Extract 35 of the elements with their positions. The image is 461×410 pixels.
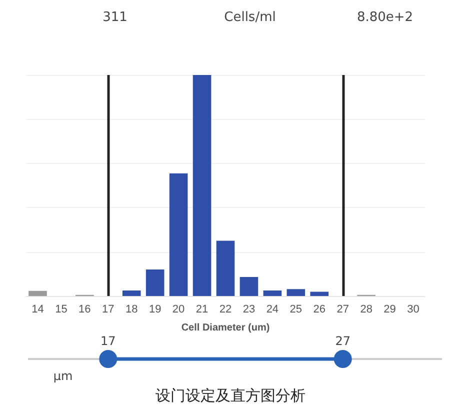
x-tick-label: 25 [290,304,302,316]
x-tick-label: 30 [407,304,420,316]
bar [146,269,164,296]
x-axis-title: Cell Diameter (um) [181,322,270,334]
bar [286,289,306,296]
x-tick-label: 28 [360,304,372,316]
text: 8.80e+2 [356,10,414,25]
x-tick-label: 23 [242,304,256,316]
bar [28,290,47,296]
text: Cells/ml [224,10,276,25]
x-tick-label: 15 [55,304,68,316]
x-tick-label: 19 [148,304,162,316]
x-tick-label: 21 [196,304,208,316]
bar [216,240,235,296]
x-tick-label: 20 [172,304,185,316]
bar [240,276,258,296]
x-tick-label: 27 [336,304,349,316]
text: 设门设定及直方图分析 [156,386,306,404]
text: 17 [100,334,116,348]
x-tick-label: 26 [313,304,326,316]
x-tick-label: 14 [32,304,44,316]
x-tick-label: 16 [78,304,91,316]
x-tick-label: 18 [125,304,138,316]
text: 27 [335,334,350,348]
text: 311 [102,10,128,25]
x-tick-label: 29 [384,304,396,316]
x-tick-label: 24 [266,304,279,316]
x-tick-label: 22 [219,304,232,316]
bar [192,75,212,296]
x2-axis-title: µm [53,369,73,383]
bar [310,292,329,296]
bar [122,290,141,296]
bar [169,173,188,296]
bar [263,290,282,296]
x-tick-label: 17 [102,304,114,316]
